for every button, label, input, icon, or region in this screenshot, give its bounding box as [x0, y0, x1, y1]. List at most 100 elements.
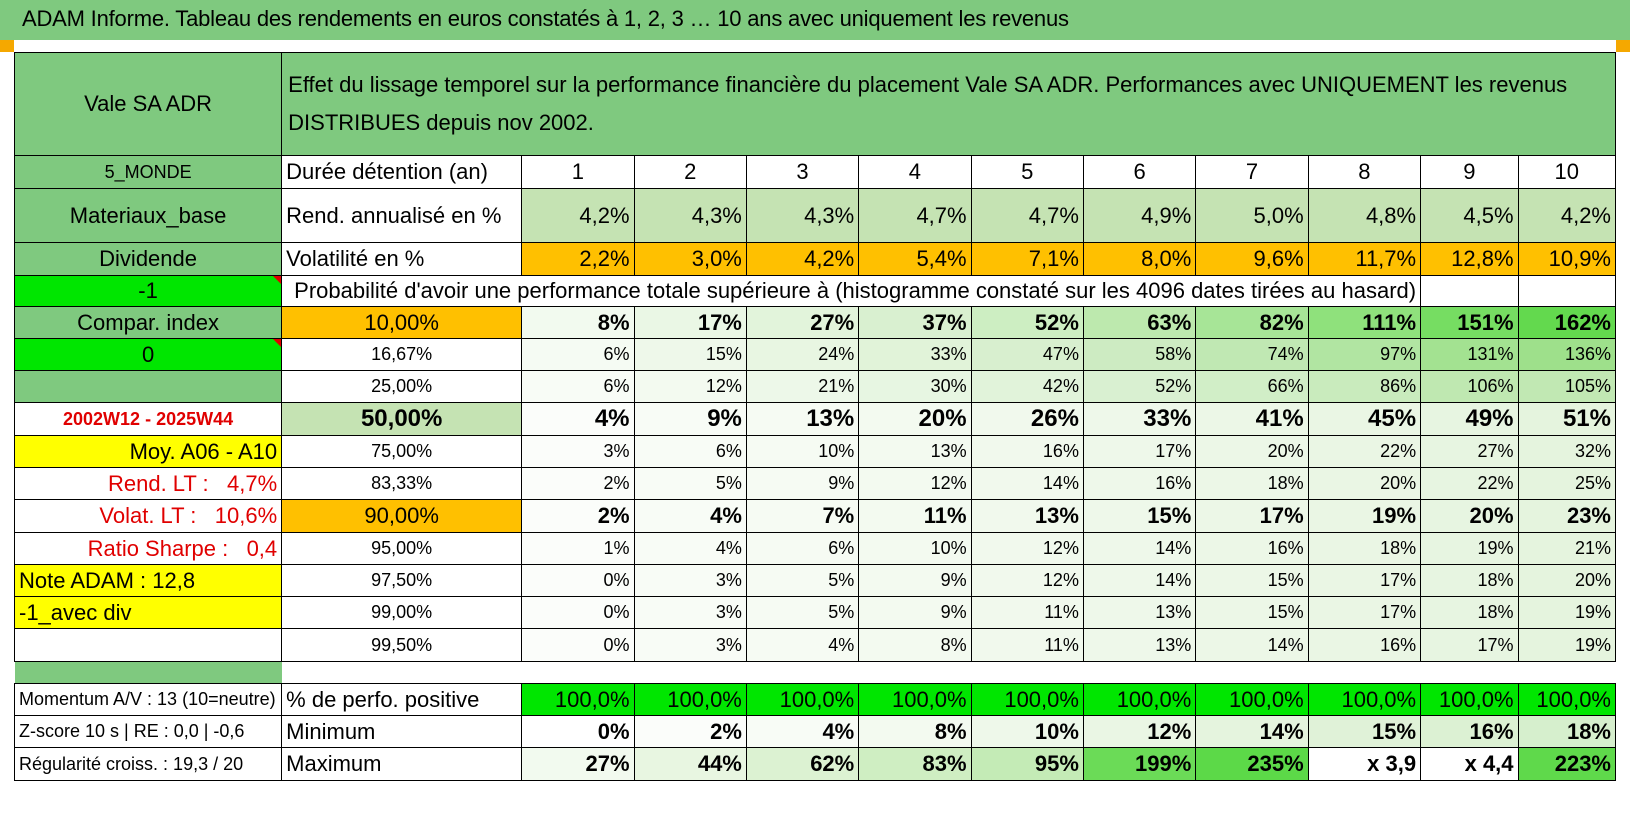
quantile-value: 6% — [633, 435, 747, 468]
period-label: 2002W12 - 2025W44 — [13, 402, 283, 436]
quantile-value: 9% — [745, 467, 860, 500]
quantile-value: 63% — [1082, 306, 1197, 339]
rend-value: 4,2% — [1517, 188, 1617, 243]
positive-value: 100,0% — [1517, 683, 1617, 716]
quantile-value: 20% — [858, 402, 972, 436]
minimum-value: 4% — [745, 715, 860, 748]
quantile-value: 17% — [1307, 596, 1422, 629]
quantile-level: 25,00% — [281, 370, 523, 403]
maximum-value: 223% — [1517, 747, 1617, 781]
quantile-value: 106% — [1420, 370, 1519, 403]
quantile-value: 3% — [633, 628, 747, 662]
vol-value: 10,9% — [1517, 242, 1617, 276]
quantile-value: 15% — [1082, 499, 1197, 533]
quantile-value: 111% — [1307, 306, 1422, 339]
year-header: 2 — [633, 155, 747, 189]
maximum-value: x 4,4 — [1420, 747, 1519, 781]
quantile-value: 12% — [858, 467, 972, 500]
positive-value: 100,0% — [858, 683, 972, 716]
quantile-value: 14% — [1195, 628, 1309, 662]
vol-value: 8,0% — [1082, 242, 1197, 276]
quantile-level: 83,33% — [281, 467, 523, 500]
report-title: ADAM Informe. Tableau des rendements en … — [22, 6, 1069, 31]
report-table-frame: Vale SA ADR Effet du lissage temporel sur… — [13, 52, 1617, 813]
table-row: Dividende Volatilité en % 2,2% 3,0% 4,2% 5,4%… — [13, 242, 1617, 276]
quantile-value: 37% — [858, 306, 972, 339]
quantile-value: 5% — [745, 596, 860, 629]
quantile-value: 20% — [1307, 467, 1422, 500]
quantile-level: 50,00% — [281, 402, 523, 436]
quantile-value: 16% — [1195, 532, 1309, 565]
quantile-value: 27% — [1420, 435, 1519, 468]
quantile-value: 18% — [1195, 467, 1309, 500]
quantile-value: 32% — [1517, 435, 1617, 468]
quantile-value: 16% — [970, 435, 1084, 468]
quantile-value: 1% — [521, 532, 635, 565]
quantile-value: 13% — [1082, 596, 1197, 629]
table-row: Compar. index 10,00% 8% 17% 27% 37% 52% 63% 82% 1… — [13, 306, 1617, 339]
minimum-value: 15% — [1307, 715, 1422, 748]
positive-value: 100,0% — [1420, 683, 1519, 716]
table-row: -1 Probabilité d'avoir une performance to… — [13, 275, 1617, 307]
minimum-value: 0% — [521, 715, 635, 748]
vol-label: Volatilité en % — [281, 242, 523, 276]
quantile-value: 7% — [745, 499, 860, 533]
empty-cell — [1517, 275, 1617, 307]
positive-value: 100,0% — [1307, 683, 1422, 716]
volat-lt-label: Volat. LT : — [99, 503, 197, 528]
maximum-value: 199% — [1082, 747, 1197, 781]
rend-value: 4,2% — [521, 188, 635, 243]
quantile-value: 18% — [1420, 596, 1519, 629]
sharpe-ratio: Ratio Sharpe : 0,4 — [13, 532, 283, 565]
quantile-value: 17% — [1195, 499, 1309, 533]
table-row: Rend. LT : 4,7% 83,33% 2% 5% 9% 12% 14% 16% 18% 2… — [13, 467, 1617, 500]
positive-value: 100,0% — [745, 683, 860, 716]
quantile-value: 51% — [1517, 402, 1617, 436]
quantile-value: 13% — [858, 435, 972, 468]
table-row: Régularité croiss. : 19,3 / 20 Maximum 27%… — [13, 747, 1617, 781]
quantile-level: 95,00% — [281, 532, 523, 565]
quantile-value: 0% — [521, 628, 635, 662]
rend-value: 4,9% — [1082, 188, 1197, 243]
quantile-value: 19% — [1517, 596, 1617, 629]
quantile-level: 16,67% — [281, 338, 523, 371]
year-header: 4 — [858, 155, 972, 189]
rend-label: Rend. annualisé en % — [281, 188, 523, 243]
quantile-value: 0% — [521, 596, 635, 629]
positive-value: 100,0% — [1195, 683, 1309, 716]
quantile-value: 19% — [1420, 532, 1519, 565]
quantile-value: 15% — [1195, 564, 1309, 597]
maximum-value: 235% — [1195, 747, 1309, 781]
vol-value: 9,6% — [1195, 242, 1309, 276]
quantile-value: 19% — [1517, 628, 1617, 662]
year-header: 9 — [1420, 155, 1519, 189]
quantile-value: 2% — [521, 467, 635, 500]
quantile-value: 5% — [633, 467, 747, 500]
param1-value: -1 — [13, 275, 283, 307]
table-row: 25,00% 6% 12% 21% 30% 42% 52% 66% 86% 106% 105% — [13, 370, 1617, 403]
table-row: Z-score 10 s | RE : 0,0 | -0,6 Minimum 0% 2… — [13, 715, 1617, 748]
quantile-value: 11% — [970, 596, 1084, 629]
quantile-value: 20% — [1517, 564, 1617, 597]
quantile-value: 16% — [1307, 628, 1422, 662]
maximum-value: 95% — [970, 747, 1084, 781]
sharpe-ratio-label: Ratio Sharpe : — [87, 535, 229, 561]
quantile-value: 17% — [1307, 564, 1422, 597]
table-row: -1_avec div 99,00% 0% 3% 5% 9% 11% 13% 15% 17% 18%… — [13, 596, 1617, 629]
rend-value: 4,3% — [633, 188, 747, 243]
positive-value: 100,0% — [633, 683, 747, 716]
minimum-value: 18% — [1517, 715, 1617, 748]
quantile-value: 13% — [970, 499, 1084, 533]
table-row: Momentum A/V : 13 (10=neutre)% de perfo.… — [13, 683, 1617, 716]
vol-value: 12,8% — [1420, 242, 1519, 276]
minimum-value: 16% — [1420, 715, 1519, 748]
sharpe-ratio-value: 0,4 — [246, 535, 278, 561]
quantile-value: 14% — [1082, 564, 1197, 597]
rend-value: 4,7% — [970, 188, 1084, 243]
quantile-value: 105% — [1517, 370, 1617, 403]
quantile-level: 90,00% — [281, 499, 523, 533]
quantile-value: 13% — [1082, 628, 1197, 662]
sector-label: Materiaux_base — [13, 188, 283, 243]
rend-value: 4,8% — [1307, 188, 1422, 243]
maximum-label: Maximum — [281, 747, 523, 781]
